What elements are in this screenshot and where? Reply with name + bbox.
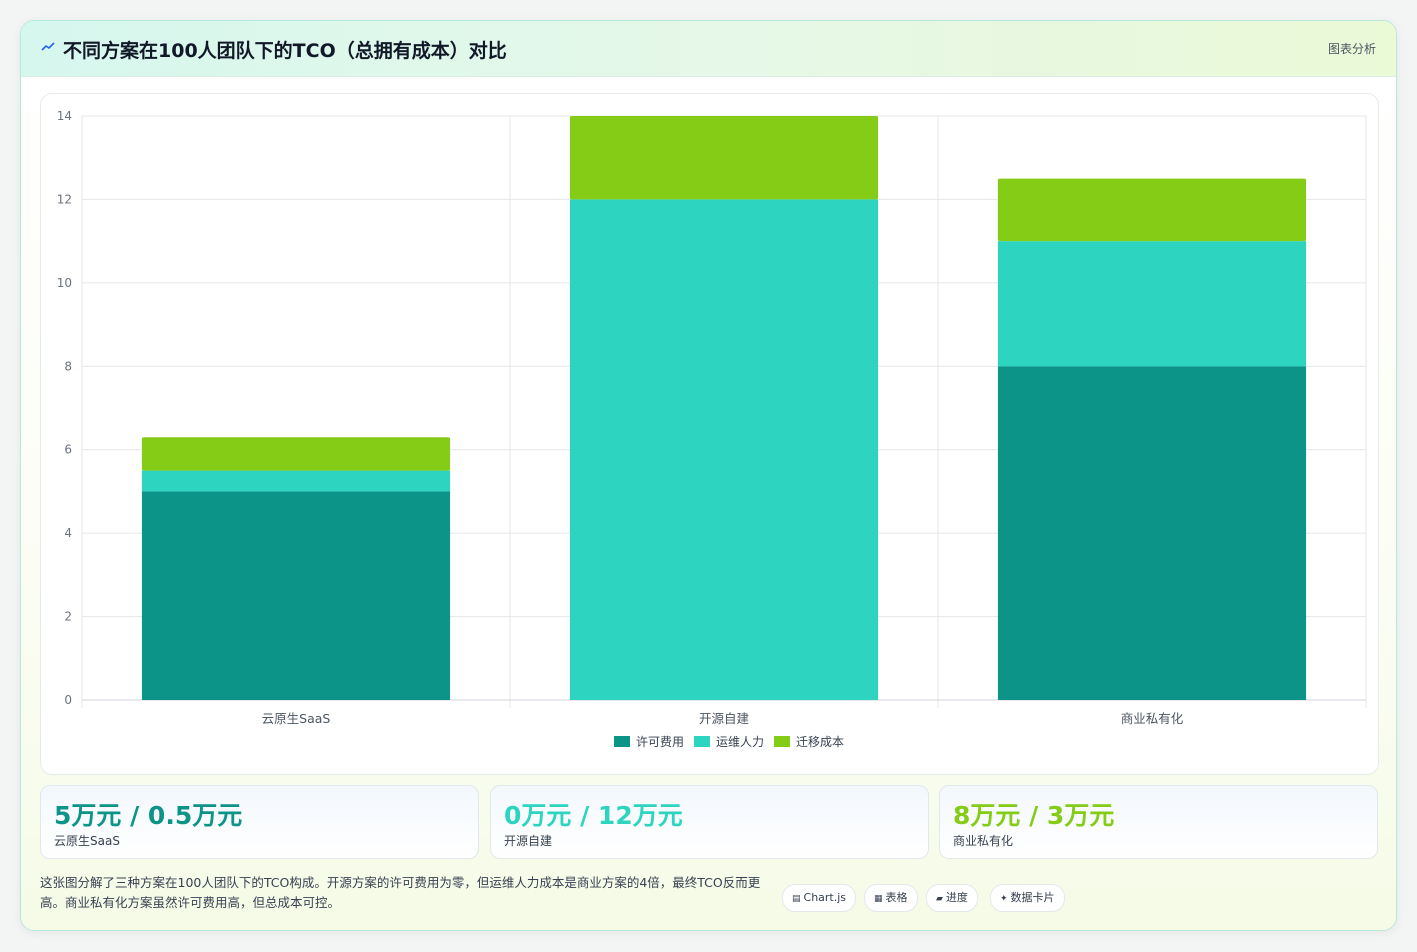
bar-segment — [141, 491, 451, 700]
stat-value: 0万元 / 12万元 — [504, 801, 683, 830]
chart-analysis-tag[interactable]: 图表分析 — [1327, 42, 1376, 56]
chip-label: 数据卡片 — [1010, 891, 1055, 904]
chart-icon: ▤ — [792, 894, 801, 904]
stat-card-private: 8万元 / 3万元 商业私有化 — [939, 785, 1378, 859]
table-icon: ▦ — [874, 894, 883, 904]
bar-segment — [997, 366, 1307, 700]
y-tick-label: 14 — [57, 109, 72, 123]
progress-icon: ▰ — [936, 894, 943, 904]
chip-label: Chart.js — [803, 891, 847, 904]
chip-progress[interactable]: ▰ 进度 — [926, 884, 978, 912]
y-tick-label: 10 — [57, 276, 72, 290]
legend-label: 运维人力 — [716, 735, 764, 749]
chip-table[interactable]: ▦ 表格 — [864, 884, 918, 912]
y-tick-label: 6 — [64, 443, 72, 457]
stat-value: 5万元 / 0.5万元 — [54, 801, 243, 830]
y-tick-label: 2 — [64, 610, 72, 624]
chip-data-card[interactable]: ✦ 数据卡片 — [990, 884, 1065, 912]
legend-label: 迁移成本 — [796, 735, 844, 749]
chart-panel: 0 2 4 6 8 10 12 14 云原生SaaS 开源自建 商业私有化许可费用 运维人力 迁移成本 — [40, 93, 1379, 775]
stat-value: 8万元 / 3万元 — [953, 801, 1115, 830]
chip-label: 表格 — [885, 891, 908, 904]
y-tick-label: 4 — [64, 526, 72, 540]
sparkle-icon: ✦ — [1000, 894, 1008, 904]
legend-label: 许可费用 — [636, 735, 684, 749]
bar-segment — [997, 178, 1307, 242]
y-tick-label: 12 — [57, 192, 72, 206]
chart-title: 不同方案在100人团队下的TCO（总拥有成本）对比 — [63, 40, 507, 62]
stat-card-opensource: 0万元 / 12万元 开源自建 — [490, 785, 929, 859]
stat-label: 开源自建 — [504, 834, 553, 848]
bar-segment — [997, 241, 1307, 367]
chart-description: 这张图分解了三种方案在100人团队下的TCO构成。开源方案的许可费用为零，但运维… — [40, 875, 761, 910]
legend-swatch — [774, 736, 790, 747]
stat-label: 商业私有化 — [953, 834, 1014, 848]
x-tick-label: 开源自建 — [699, 711, 750, 726]
legend-swatch — [694, 736, 710, 747]
card-header: 不同方案在100人团队下的TCO（总拥有成本）对比 图表分析 — [21, 21, 1396, 77]
y-tick-label: 8 — [64, 359, 72, 373]
bar-segment — [141, 437, 451, 471]
x-tick-label: 云原生SaaS — [262, 711, 331, 726]
stat-label: 云原生SaaS — [54, 834, 120, 848]
bar-segment — [141, 470, 451, 492]
bar-segment — [569, 116, 879, 200]
y-tick-label: 0 — [64, 693, 72, 707]
chip-chartjs[interactable]: ▤ Chart.js — [782, 884, 857, 912]
chart-card: 不同方案在100人团队下的TCO（总拥有成本）对比 图表分析 0 2 4 6 8 10 12… — [20, 20, 1397, 931]
stat-card-saas: 5万元 / 0.5万元 云原生SaaS — [40, 785, 479, 859]
chip-label: 进度 — [945, 891, 968, 904]
x-tick-label: 商业私有化 — [1121, 711, 1184, 726]
chart-line-icon — [41, 42, 55, 51]
bar-segment — [569, 199, 879, 700]
legend-swatch — [614, 736, 630, 747]
